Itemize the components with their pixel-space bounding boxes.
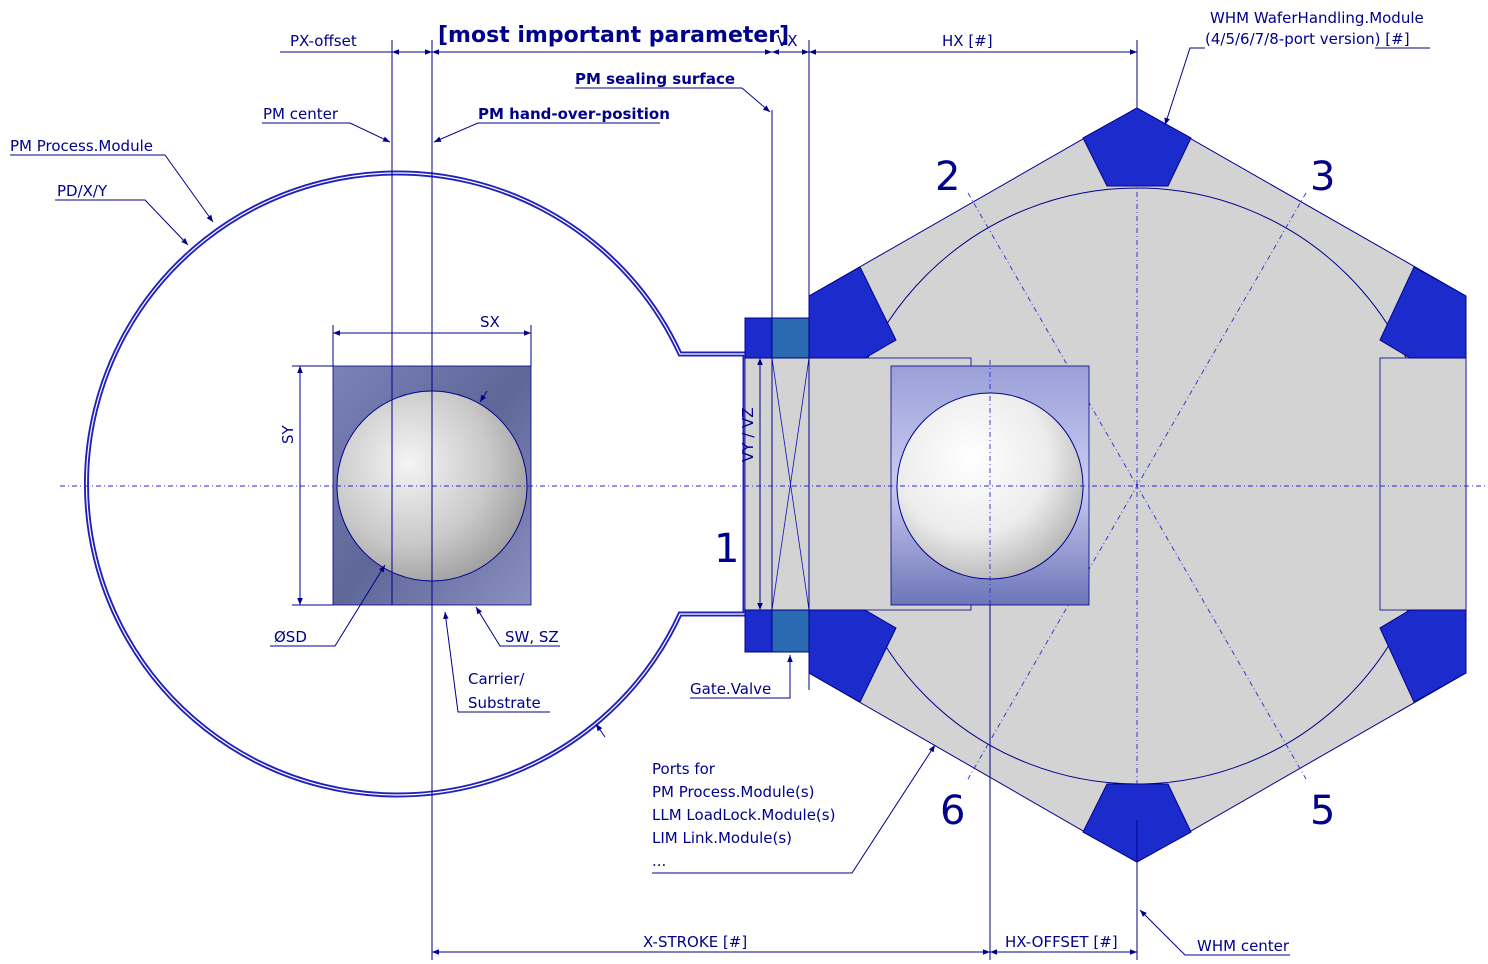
- label-whm-module-line1: WHM WaferHandling.Module: [1210, 9, 1424, 27]
- label-sw-sz: SW, SZ: [505, 628, 559, 646]
- pm-to-valve-channel: [744, 357, 810, 611]
- label-pm-hand-over-position: PM hand-over-position: [478, 105, 670, 123]
- label-carrier: Carrier/: [468, 670, 525, 688]
- gate-valve-body-bottom: [771, 609, 810, 653]
- labels: PX-offset [most important parameter] VX …: [10, 9, 1424, 955]
- label-px-offset: PX-offset: [290, 32, 357, 50]
- label-sd: ØSD: [274, 628, 307, 646]
- label-vx: VX: [777, 32, 798, 50]
- port-number-3: 3: [1310, 154, 1335, 200]
- port-number-6: 6: [940, 788, 965, 834]
- gate-valve-body-top: [771, 317, 810, 359]
- label-ports-line5: ...: [652, 852, 666, 870]
- gate-valve: [744, 110, 810, 690]
- label-hx: HX [#]: [942, 32, 993, 50]
- label-ports-line4: LIM Link.Module(s): [652, 829, 792, 847]
- whm-port-block-lower-right: [1379, 609, 1467, 703]
- port-number-5: 5: [1310, 788, 1335, 834]
- label-hx-offset: HX-OFFSET [#]: [1005, 933, 1118, 951]
- label-substrate: Substrate: [468, 694, 541, 712]
- label-pm-sealing-surface: PM sealing surface: [575, 70, 735, 88]
- label-pm-process-module: PM Process.Module: [10, 137, 153, 155]
- label-ports-line2: PM Process.Module(s): [652, 783, 815, 801]
- label-sy: SY: [279, 424, 297, 444]
- port-number-1: 1: [714, 526, 739, 572]
- whm-port-block-upper-right: [1379, 266, 1467, 359]
- reference-lines: [60, 40, 1488, 960]
- label-whm-center: WHM center: [1197, 937, 1290, 955]
- label-x-stroke: X-STROKE [#]: [643, 933, 747, 951]
- gate-valve-flange-top: [744, 317, 773, 359]
- port-number-2: 2: [935, 154, 960, 200]
- whm-port-channel-right: [1379, 357, 1467, 611]
- whm-wafer-handling-module: [808, 60, 1467, 955]
- carrier-in-whm: [890, 365, 1090, 606]
- label-pm-center: PM center: [263, 105, 339, 123]
- label-gate-valve: Gate.Valve: [690, 680, 771, 698]
- label-ports-line3: LLM LoadLock.Module(s): [652, 806, 835, 824]
- label-ports-line1: Ports for: [652, 760, 716, 778]
- label-whm-module-line2: (4/5/6/7/8-port version) [#]: [1205, 30, 1410, 48]
- label-vy-vz: VY / VZ: [739, 407, 757, 462]
- label-pd-x-y: PD/X/Y: [57, 182, 108, 200]
- dimensions: [280, 40, 1138, 955]
- label-most-important-parameter: [most important parameter]: [438, 23, 789, 48]
- leader-lines: [10, 47, 1430, 956]
- label-sx: SX: [480, 313, 500, 331]
- gate-valve-flange-bottom: [744, 609, 773, 653]
